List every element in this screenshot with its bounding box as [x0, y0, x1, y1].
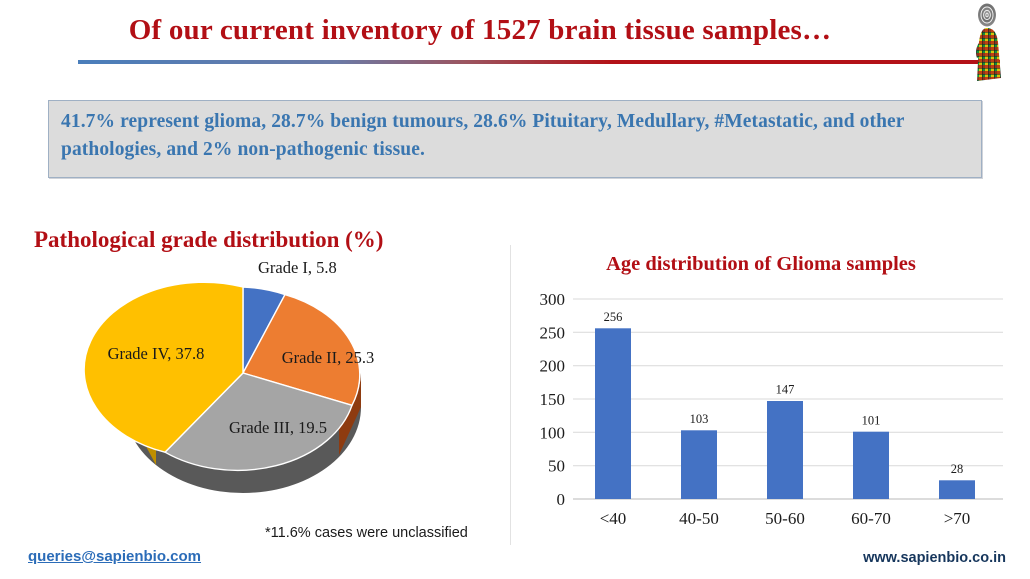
- pie-label-grade-iii: Grade III, 19.5: [229, 418, 327, 437]
- xtick-60-70: 60-70: [851, 509, 891, 528]
- ytick-50: 50: [548, 457, 565, 476]
- pie-side-grade-iii: [125, 373, 361, 493]
- bar-value-gt70: 28: [951, 462, 964, 476]
- summary-callout-box: 41.7% represent glioma, 28.7% benign tum…: [48, 100, 982, 178]
- bar-value-lt40: 256: [604, 310, 623, 324]
- title-divider-rule: [78, 60, 1000, 64]
- pie-label-grade-ii: Grade II, 25.3: [282, 348, 375, 367]
- ytick-0: 0: [557, 490, 566, 509]
- xtick-lt40: <40: [600, 509, 627, 528]
- contact-email-link[interactable]: queries@sapienbio.com: [28, 548, 202, 565]
- bar-value-50-60: 147: [776, 383, 795, 397]
- bar-lt40: [595, 328, 631, 499]
- bar-chart-graphic: 300 250 200 150 100 50 0 256 103 147 101…: [511, 287, 1011, 537]
- bar-60-70: [853, 431, 889, 499]
- pie-slice-grade-iii: [163, 372, 353, 472]
- ytick-300: 300: [540, 290, 566, 309]
- ytick-150: 150: [540, 390, 566, 409]
- pie-side-grade-ii: [339, 373, 361, 455]
- bar-gt70: [939, 480, 975, 499]
- bar-value-40-50: 103: [690, 412, 709, 426]
- ytick-200: 200: [540, 357, 566, 376]
- age-distribution-bar-chart: Age distribution of Glioma samples 300 2…: [510, 245, 1010, 545]
- pie-slice-grade-iv: [83, 281, 244, 453]
- summary-text: 41.7% represent glioma, 28.7% benign tum…: [61, 111, 905, 160]
- xtick-gt70: >70: [944, 509, 971, 528]
- ytick-250: 250: [540, 323, 566, 342]
- bar-value-60-70: 101: [862, 413, 881, 427]
- page-title: Of our current inventory of 1527 brain t…: [128, 14, 832, 46]
- bar-50-60: [767, 401, 803, 499]
- sapienbio-figure-logo-icon: [976, 3, 1001, 81]
- xtick-40-50: 40-50: [679, 509, 719, 528]
- pie-slice-grade-ii: [241, 293, 361, 407]
- pie-label-grade-iv: Grade IV, 37.8: [108, 344, 205, 363]
- xtick-50-60: 50-60: [765, 509, 805, 528]
- ytick-100: 100: [540, 423, 566, 442]
- pie-chart-graphic: Grade I, 5.8 Grade II, 25.3 Grade III, 1…: [28, 255, 498, 520]
- pie-label-grade-i: Grade I, 5.8: [258, 258, 337, 277]
- pie-chart-footnote: *11.6% cases were unclassified: [265, 525, 468, 541]
- website-text: www.sapienbio.co.in: [863, 550, 1006, 566]
- pie-chart-title: Pathological grade distribution (%): [34, 227, 384, 252]
- pathological-grade-pie-chart: Pathological grade distribution (%): [0, 215, 510, 545]
- bar-40-50: [681, 430, 717, 499]
- bar-chart-title: Age distribution of Glioma samples: [606, 253, 916, 275]
